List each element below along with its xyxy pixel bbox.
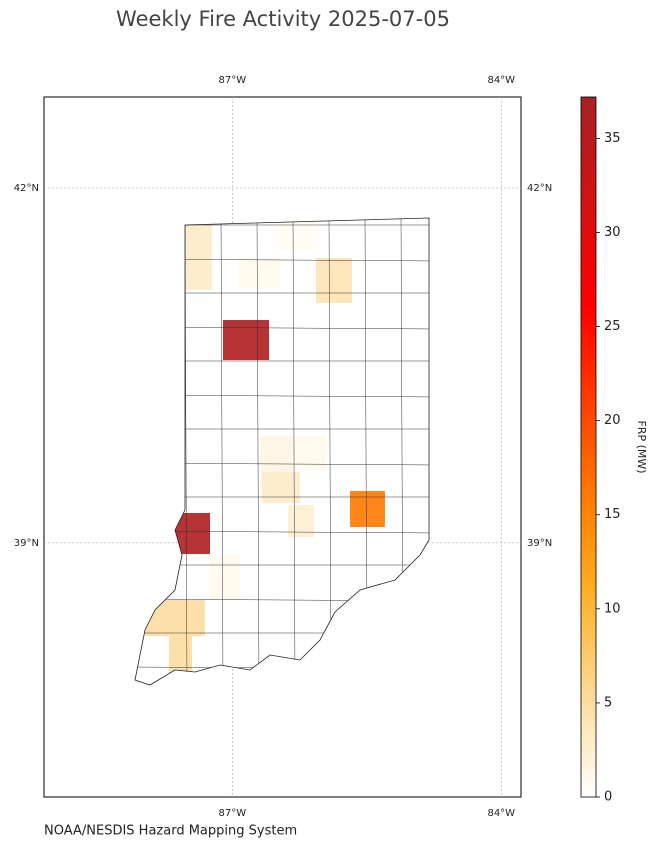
county-fire xyxy=(210,555,240,600)
colorbar-label: FRP (MW) xyxy=(635,420,648,473)
counties xyxy=(135,218,429,685)
county-fire xyxy=(262,472,300,503)
county-fire xyxy=(292,436,326,470)
lon-label: 84°W xyxy=(487,75,515,86)
county-fire xyxy=(223,320,269,360)
county-fire xyxy=(288,505,314,537)
colorbar-tick-label: 0 xyxy=(604,790,612,805)
state-outline xyxy=(134,217,430,686)
lat-label: 39°N xyxy=(14,538,39,549)
colorbar-tick-label: 5 xyxy=(604,695,612,710)
lon-label: 84°W xyxy=(487,808,515,819)
colorbar-tick-label: 30 xyxy=(604,225,621,240)
map-frame xyxy=(43,96,522,798)
county-line xyxy=(256,218,260,685)
lat-label: 42°N xyxy=(527,183,552,194)
county-line xyxy=(220,218,224,685)
county-fire xyxy=(174,513,210,554)
county-fire xyxy=(316,258,352,303)
county-line xyxy=(328,218,332,685)
colorbar-tick-label: 20 xyxy=(604,413,621,428)
lon-label: 87°W xyxy=(218,75,246,86)
county-fire xyxy=(185,225,212,290)
lat-label: 42°N xyxy=(14,183,39,194)
colorbar-tick-label: 10 xyxy=(604,601,621,616)
county-fire xyxy=(260,436,292,472)
lon-label: 87°W xyxy=(218,808,246,819)
colorbar-tick-label: 25 xyxy=(604,319,621,334)
source: NOAA/NESDIS Hazard Mapping System xyxy=(44,824,297,839)
lat-label: 39°N xyxy=(527,538,552,549)
colorbar-tick-label: 35 xyxy=(604,131,621,146)
county-fire xyxy=(145,600,205,636)
county-fire xyxy=(276,218,316,250)
county-fire xyxy=(238,258,280,288)
colorbar xyxy=(580,96,597,798)
county-line xyxy=(135,530,429,534)
county-line xyxy=(292,218,296,685)
colorbar-tick-label: 15 xyxy=(604,507,621,522)
county-fire xyxy=(350,491,385,527)
title: Weekly Fire Activity 2025-07-05 xyxy=(116,7,450,31)
